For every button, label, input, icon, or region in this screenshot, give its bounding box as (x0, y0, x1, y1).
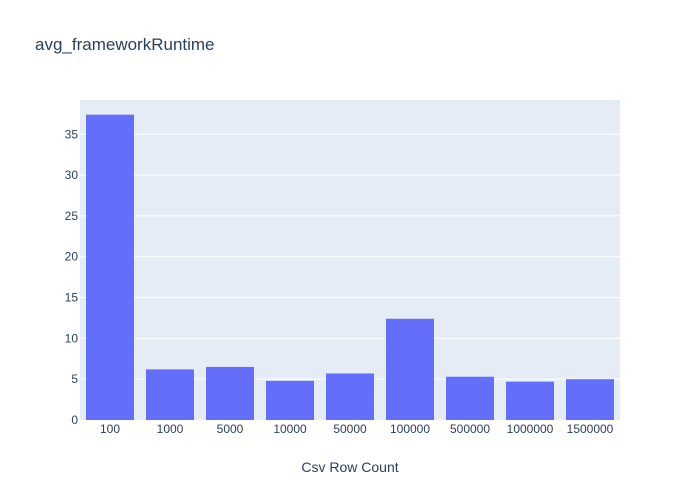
bar-500000 (446, 376, 494, 420)
bar-100 (86, 114, 134, 420)
y-tick-label: 5 (71, 372, 78, 386)
y-tick-label: 15 (65, 291, 79, 305)
y-tick-label: 0 (71, 413, 78, 427)
y-axis-ticks: 0 5 10 15 20 25 30 35 (65, 127, 79, 427)
y-tick-label: 30 (65, 168, 79, 182)
bar-50000 (326, 373, 374, 420)
x-tick-label: 5000 (217, 422, 244, 436)
bars (86, 114, 614, 420)
x-tick-label: 10000 (273, 422, 307, 436)
x-axis-title: Csv Row Count (301, 459, 398, 475)
bar-1500000 (566, 379, 614, 420)
x-tick-label: 1000000 (507, 422, 554, 436)
x-tick-label: 100000 (390, 422, 430, 436)
bar-100000 (386, 318, 434, 420)
y-tick-label: 10 (65, 331, 79, 345)
y-tick-label: 35 (65, 127, 79, 141)
x-tick-label: 100 (100, 422, 120, 436)
bar-1000000 (506, 381, 554, 420)
chart-title: avg_frameworkRuntime (35, 35, 215, 54)
bar-1000 (146, 369, 194, 420)
x-tick-label: 500000 (450, 422, 490, 436)
y-tick-label: 20 (65, 250, 79, 264)
plot-area (80, 100, 620, 420)
x-axis-ticks: 100 1000 5000 10000 50000 100000 500000 1000000… (100, 422, 614, 436)
bar-10000 (266, 380, 314, 420)
x-tick-label: 1000 (157, 422, 184, 436)
bar-5000 (206, 366, 254, 420)
x-tick-label: 50000 (333, 422, 367, 436)
x-tick-label: 1500000 (567, 422, 614, 436)
y-tick-label: 25 (65, 209, 79, 223)
